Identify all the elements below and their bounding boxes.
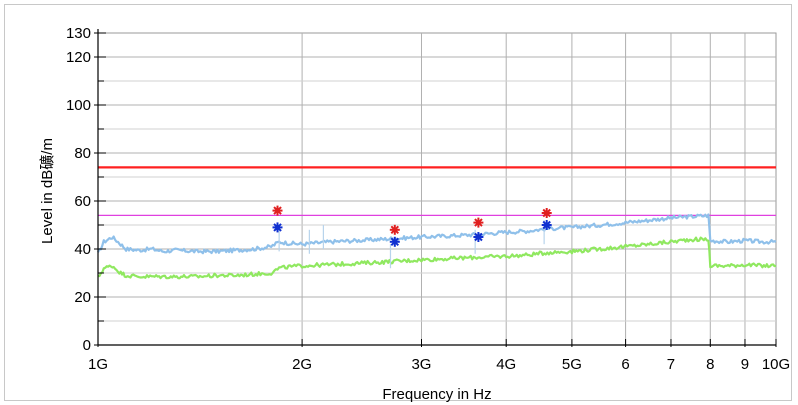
series-line: [97, 236, 777, 280]
y-tick-label: 100: [66, 97, 91, 114]
plot-area: [97, 32, 777, 346]
axes: 1G 2G 3G 4G 5G 6 7 8 9 10G 0 20 40 60 80 100 120 130: [66, 25, 790, 373]
x-tick-label: 3G: [411, 356, 431, 373]
y-axis-title: Level in dB礦/m: [39, 138, 56, 244]
y-tick-label: 20: [74, 289, 91, 306]
peak-marker: [541, 208, 552, 218]
x-tick-label: 4G: [496, 356, 516, 373]
y-tick-label: 120: [66, 49, 91, 66]
peak-marker: [541, 220, 552, 230]
grid: [97, 32, 777, 346]
peak-marker: [389, 236, 400, 247]
marker-stroke: [273, 223, 282, 232]
peak-marker: [272, 222, 283, 233]
marker-stroke: [390, 225, 400, 235]
peak-marker: [389, 224, 400, 235]
x-tick-label: 1G: [88, 356, 108, 373]
marker-stroke: [273, 206, 282, 215]
markers-group: [272, 205, 552, 247]
x-tick-label: 7: [667, 356, 675, 373]
y-tick-label: 0: [83, 337, 91, 354]
y-tick-label: 130: [66, 25, 91, 42]
marker-stroke: [390, 237, 400, 247]
x-tick-label: 5G: [562, 356, 582, 373]
x-tick-label: 8: [706, 356, 714, 373]
y-tick-label: 40: [74, 241, 91, 258]
y-tick-label: 80: [74, 145, 91, 162]
y-tick-label: 60: [74, 193, 91, 210]
peak-marker: [473, 217, 484, 228]
chart-frame: [4, 4, 792, 401]
x-tick-label: 2G: [292, 356, 312, 373]
x-tick-label: 10G: [762, 356, 790, 373]
peak-marker: [473, 232, 484, 242]
marker-stroke: [474, 218, 483, 227]
marker-stroke: [474, 232, 483, 242]
x-tick-label: 9: [741, 356, 749, 373]
marker-stroke: [542, 220, 551, 230]
x-tick-label: 6: [621, 356, 629, 373]
series-line: [97, 213, 777, 255]
peak-marker: [272, 205, 283, 216]
limit-lines: [98, 166, 776, 216]
marker-stroke: [542, 208, 551, 218]
x-axis-title: Frequency in Hz: [382, 386, 491, 403]
